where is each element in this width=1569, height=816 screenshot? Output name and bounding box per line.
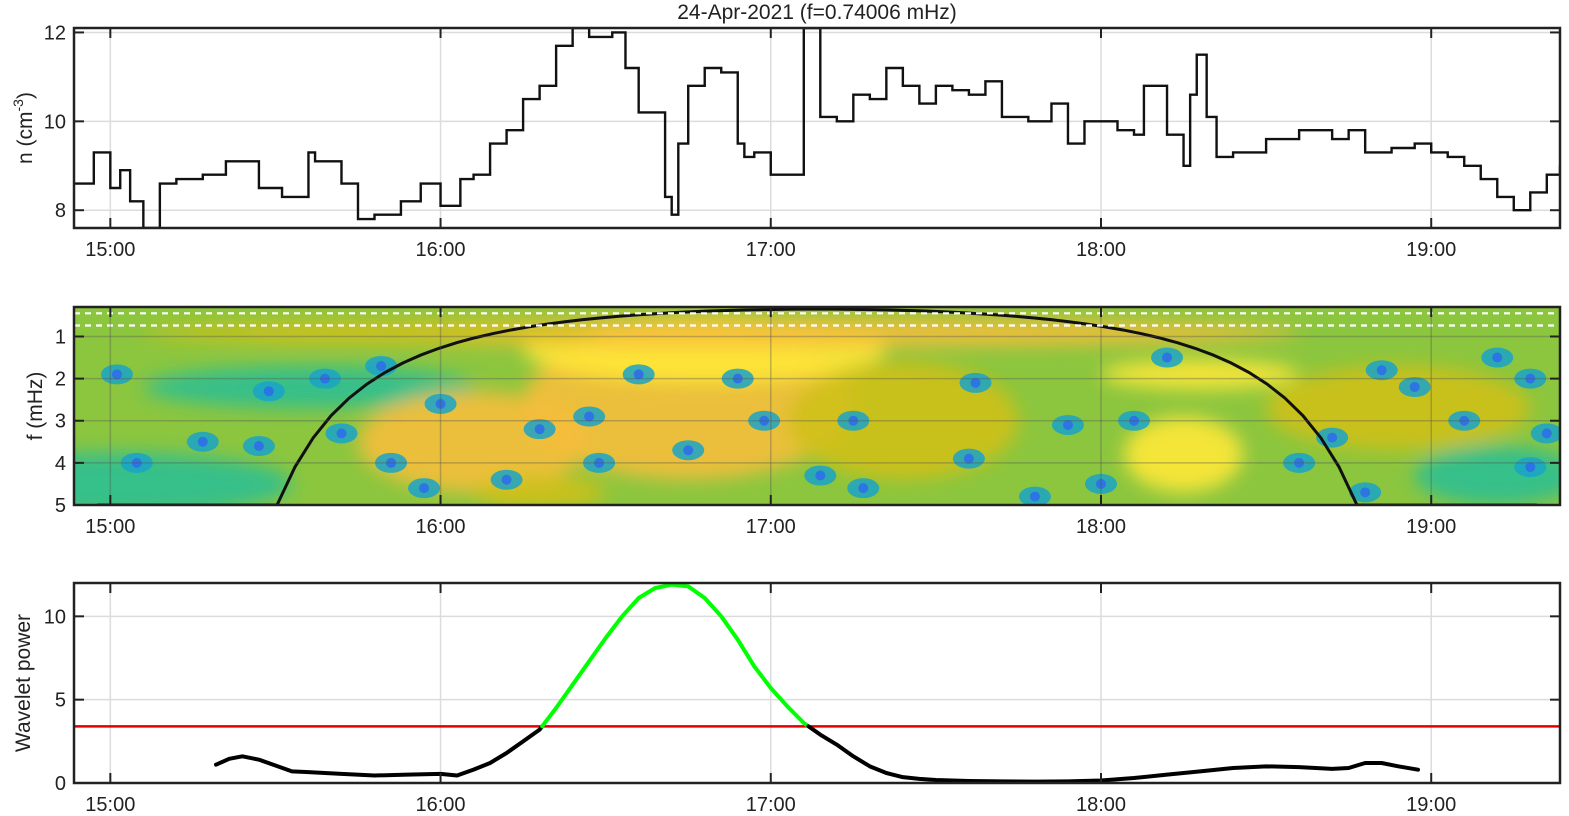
spectrum-minimum-core (1525, 462, 1536, 473)
power-grid (74, 583, 1560, 784)
spectrum-minimum-core (1327, 432, 1338, 443)
density-axes-box (72, 26, 1562, 230)
spectrum-minimum-core (419, 483, 430, 494)
spectrum-minimum-core (435, 398, 446, 409)
spectrum-minimum-core (111, 369, 122, 380)
x-tick-label: 19:00 (1406, 516, 1456, 538)
x-tick-label: 16:00 (416, 516, 466, 538)
x-tick-label: 17:00 (746, 516, 796, 538)
spectrum-minimum-core (1525, 373, 1536, 384)
spectrum-ticks: 15:00 16:00 17:00 18:00 19:00 1 2 3 4 5 (55, 307, 1560, 538)
spectrum-minimum-core (633, 369, 644, 380)
y-tick-label: 2 (55, 369, 66, 391)
spectrum-minimum-core (1376, 365, 1387, 376)
power-curve-below (213, 724, 545, 778)
y-tick-label: 8 (55, 200, 66, 222)
power-axes-box (72, 581, 1562, 785)
x-tick-label: 17:00 (746, 794, 796, 816)
spectrum-minimum-core (534, 424, 545, 435)
y-tick-label: 12 (44, 22, 66, 44)
spectrum-minimum-core (1294, 457, 1305, 468)
spectrum-panel: 15:00 16:00 17:00 18:00 19:00 1 2 3 4 5 f (mHz) (24, 305, 1562, 538)
spectrum-minimum-core (1459, 415, 1470, 426)
spectrum-minimum-core (376, 360, 387, 371)
cone-of-influence (97, 307, 1537, 505)
power-panel: 15:00 16:00 17:00 18:00 19:00 0 5 10 Wavelet po… (12, 581, 1562, 816)
y-tick-label: 0 (55, 773, 66, 795)
spectrum-minimum-core (1541, 428, 1552, 439)
spectrum-minimum-core (1129, 415, 1140, 426)
spectrum-minimum-core (336, 428, 347, 439)
spectrum-minimum-core (319, 373, 330, 384)
x-tick-label: 17:00 (746, 239, 796, 261)
y-tick-label: 1 (55, 326, 66, 348)
spectrum-minimum-core (1409, 382, 1420, 393)
spectrum-minimum-core (683, 445, 694, 456)
spectrum-minimum-core (970, 377, 981, 388)
y-tick-label: 5 (55, 495, 66, 517)
y-tick-label: 10 (44, 606, 66, 628)
spectrum-minimum-core (1029, 491, 1040, 502)
density-line (74, 28, 1560, 228)
power-curve-above (540, 583, 811, 729)
power-ylabel: Wavelet power (12, 614, 35, 752)
x-tick-label: 19:00 (1406, 794, 1456, 816)
chart-title: 24-Apr-2021 (f=0.74006 mHz) (677, 1, 957, 24)
x-tick-label: 16:00 (416, 239, 466, 261)
power-curve-below (806, 724, 1420, 783)
spectrum-region (1124, 416, 1243, 493)
spectrum-minimum-core (1492, 352, 1503, 363)
spectrum-heatmap (74, 307, 1560, 505)
density-panel: 15:00 16:00 17:00 18:00 19:00 8 10 12 n (cm-3) (10, 22, 1562, 261)
spectrum-axes-box (72, 305, 1562, 507)
spectrum-ylabel: f (mHz) (24, 372, 47, 441)
spectrum-minimum-core (1095, 478, 1106, 489)
x-tick-label: 15:00 (85, 794, 135, 816)
spectrum-minimum-core (253, 441, 264, 452)
spectrum-minimum-core (1360, 487, 1371, 498)
spectrum-minimum-core (1162, 352, 1173, 363)
spectrum-minimum-core (197, 436, 208, 447)
spectrum-minimum-core (963, 453, 974, 464)
spectrum-minimum-core (501, 474, 512, 485)
spectrum-minimum-core (131, 457, 142, 468)
x-tick-label: 18:00 (1076, 516, 1126, 538)
coi-curve (97, 307, 1537, 505)
x-tick-label: 16:00 (416, 794, 466, 816)
density-series (74, 28, 1560, 228)
x-tick-label: 19:00 (1406, 239, 1456, 261)
x-tick-label: 18:00 (1076, 794, 1126, 816)
spectrum-minimum-core (815, 470, 826, 481)
x-tick-label: 15:00 (85, 239, 135, 261)
y-tick-label: 5 (55, 690, 66, 712)
y-tick-label: 4 (55, 453, 66, 475)
spectrum-minimum-core (263, 386, 274, 397)
power-series (74, 583, 1560, 783)
density-ylabel: n (cm-3) (10, 92, 37, 164)
power-ticks: 15:00 16:00 17:00 18:00 19:00 0 5 10 (44, 583, 1560, 816)
spectrum-minimum-core (759, 415, 770, 426)
spectrum-region (143, 365, 474, 409)
y-tick-label: 10 (44, 111, 66, 133)
spectrum-minimum-core (594, 457, 605, 468)
spectrum-minimum-core (584, 411, 595, 422)
spectrum-minimum-core (848, 415, 859, 426)
spectrum-region (143, 321, 606, 343)
x-tick-label: 18:00 (1076, 239, 1126, 261)
spectrum-region (1100, 359, 1300, 390)
spectrum-minimum-core (858, 483, 869, 494)
spectrum-minimum-core (732, 373, 743, 384)
density-grid (74, 28, 1560, 228)
spectrum-minimum-core (386, 457, 397, 468)
frequency-band (74, 312, 1560, 327)
spectrum-minima (100, 347, 1560, 505)
x-tick-label: 15:00 (85, 516, 135, 538)
density-ticks: 15:00 16:00 17:00 18:00 19:00 8 10 12 (44, 22, 1560, 261)
spectrum-minimum-core (1062, 419, 1073, 430)
y-tick-label: 3 (55, 411, 66, 433)
